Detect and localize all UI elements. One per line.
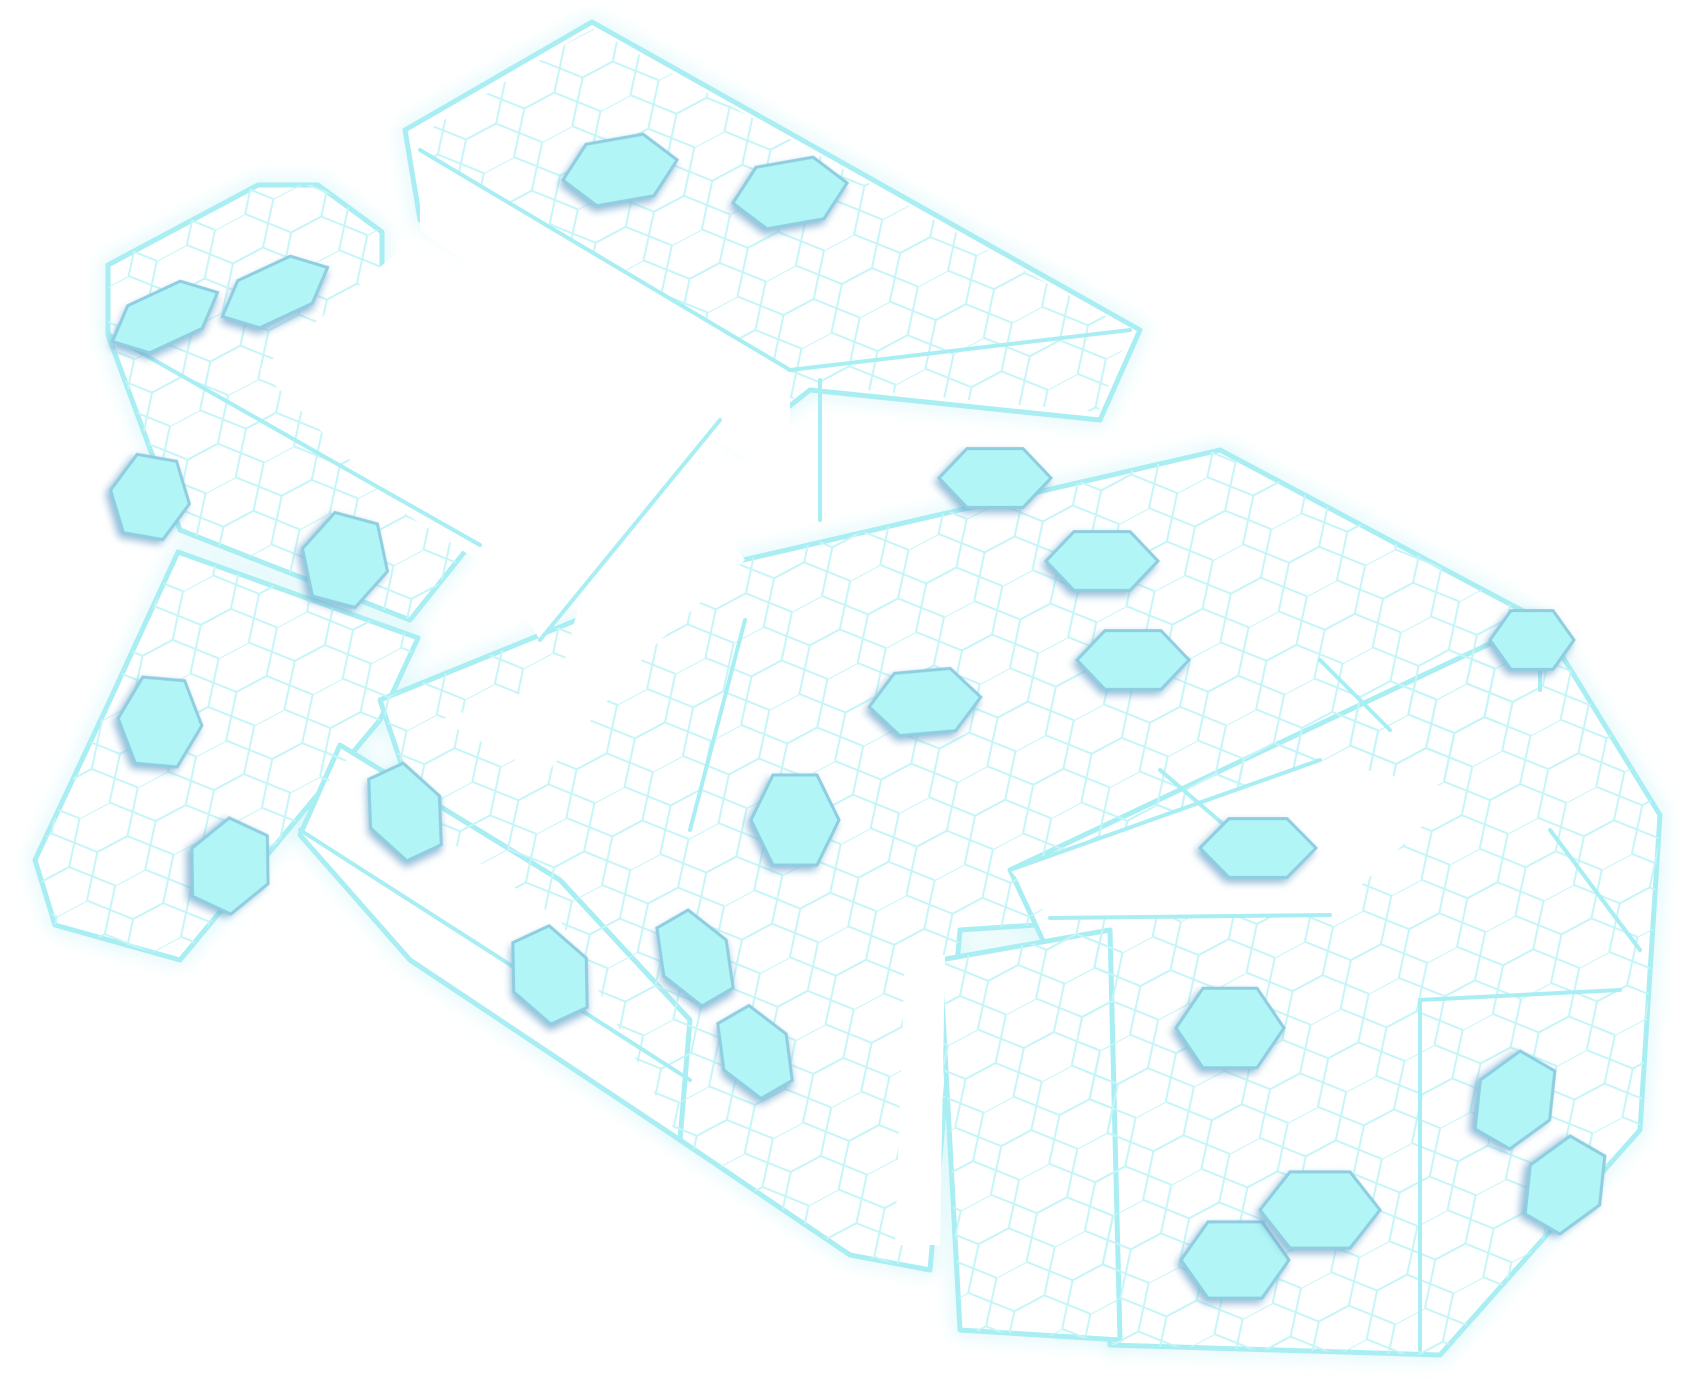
highlight-hexagon bbox=[1258, 1170, 1382, 1250]
crease-line bbox=[1548, 828, 1642, 952]
highlight-hexagon bbox=[300, 510, 390, 610]
mesh-front-right bbox=[1010, 620, 1660, 1355]
mesh-top-box bbox=[420, 28, 1130, 440]
block-group bbox=[32, 19, 1663, 1358]
highlight-hexagon bbox=[867, 666, 983, 738]
highlight-hexagon bbox=[655, 908, 735, 1008]
mesh-left-lower bbox=[35, 552, 418, 960]
mesh-bottom-center bbox=[940, 930, 1120, 1340]
crease-line bbox=[1318, 658, 1392, 732]
crease-line bbox=[298, 828, 692, 1082]
highlight-hexagon bbox=[730, 155, 850, 231]
highlight-hexagon bbox=[116, 675, 204, 769]
panel-group bbox=[260, 150, 1460, 1245]
crease-line bbox=[418, 148, 792, 372]
highlight-hexagon bbox=[1074, 629, 1192, 691]
bottom-slot-panel bbox=[895, 955, 945, 1245]
highlight-hexagon bbox=[936, 447, 1054, 509]
crease-line bbox=[108, 333, 482, 547]
highlight-hexagon bbox=[220, 254, 330, 330]
highlight-hexagon bbox=[1174, 986, 1286, 1070]
highlight-hexagon bbox=[1179, 1220, 1291, 1300]
highlight-hexagon bbox=[190, 816, 270, 916]
highlight-hexagon bbox=[110, 279, 220, 355]
highlight-hexagon bbox=[511, 923, 589, 1027]
highlight-hexagon bbox=[749, 773, 841, 867]
upper-face-panel bbox=[260, 250, 720, 640]
highlight-hexagon bbox=[108, 452, 192, 542]
crease-line bbox=[1048, 913, 1332, 920]
crease-line bbox=[1418, 988, 1622, 1002]
middle-face-panel bbox=[440, 480, 745, 775]
highlight-hexagon bbox=[1523, 1134, 1607, 1236]
highlight-hexagon bbox=[1488, 609, 1576, 671]
highlight-hexagon bbox=[560, 132, 680, 208]
crease-line bbox=[688, 618, 747, 832]
crease-line bbox=[538, 418, 722, 642]
top-box-side-panel bbox=[420, 150, 790, 490]
highlight-hexagon bbox=[1473, 1049, 1557, 1151]
highlight-group bbox=[108, 132, 1607, 1300]
highlight-hexagon bbox=[367, 761, 443, 863]
crease-line bbox=[1008, 758, 1322, 872]
crease-line bbox=[788, 328, 1132, 372]
crease-line bbox=[1158, 768, 1232, 832]
highlight-hexagon bbox=[716, 1003, 794, 1101]
highlight-hexagon bbox=[1043, 530, 1161, 592]
highlight-hexagon bbox=[1197, 817, 1319, 879]
